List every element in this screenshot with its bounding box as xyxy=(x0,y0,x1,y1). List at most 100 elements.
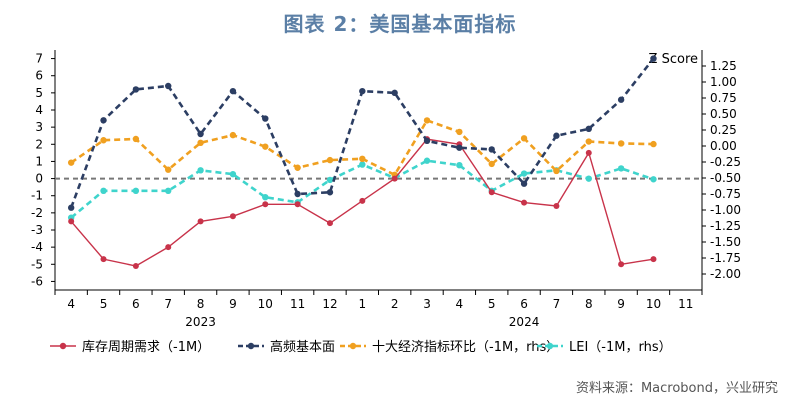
right-tick-label: -0.25 xyxy=(710,155,741,169)
x-tick-label: 5 xyxy=(100,297,108,311)
data-point xyxy=(229,87,237,95)
data-point xyxy=(585,138,592,145)
x-tick-label: 10 xyxy=(258,297,273,311)
data-point xyxy=(521,199,528,206)
left-tick-label: 3 xyxy=(35,120,43,134)
data-point xyxy=(650,140,657,148)
legend-label: 十大经济指标环比（-1M，rhs） xyxy=(372,340,559,355)
legend-swatch-point xyxy=(546,342,554,350)
data-point xyxy=(326,176,334,184)
x-tick-label: 8 xyxy=(585,297,593,311)
right-tick-label: -1.50 xyxy=(710,235,741,249)
x-tick-label: 9 xyxy=(229,297,237,311)
data-point xyxy=(262,194,269,201)
data-point xyxy=(423,137,431,145)
x-tick-label: 7 xyxy=(164,297,172,311)
x-tick-label: 9 xyxy=(617,297,625,311)
right-tick-label: -2.00 xyxy=(710,267,741,281)
data-point xyxy=(359,155,366,162)
left-tick-label: 1 xyxy=(35,154,43,168)
data-point xyxy=(100,117,107,124)
legend-label: LEI（-1M，rhs） xyxy=(569,340,672,355)
x-tick-label: 6 xyxy=(520,297,528,311)
data-point xyxy=(165,244,172,251)
x-tick-label: 7 xyxy=(553,297,561,311)
x-tick-label: 4 xyxy=(456,297,464,311)
x-tick-label: 4 xyxy=(67,297,75,311)
x-tick-label: 12 xyxy=(322,297,337,311)
data-point xyxy=(262,201,269,208)
data-point xyxy=(585,149,592,156)
data-point xyxy=(229,213,236,220)
x-tick-label: 8 xyxy=(197,297,205,311)
data-point xyxy=(617,96,625,103)
data-point xyxy=(359,161,366,168)
series-line xyxy=(69,57,655,209)
legend-swatch-point xyxy=(349,342,357,350)
legend-swatch-point xyxy=(59,342,67,350)
data-point xyxy=(326,156,334,164)
data-point xyxy=(132,263,139,269)
x-tick-label: 11 xyxy=(678,297,693,311)
data-point xyxy=(197,130,204,138)
x-tick-label: 5 xyxy=(488,297,496,311)
data-point xyxy=(520,135,528,142)
left-tick-label: 7 xyxy=(35,52,43,66)
left-tick-label: 4 xyxy=(35,103,43,117)
left-tick-label: -1 xyxy=(31,189,43,203)
right-tick-label: -1.75 xyxy=(710,251,741,265)
data-point xyxy=(132,86,140,93)
left-tick-label: -4 xyxy=(31,240,43,254)
legend-label: 高频基本面 xyxy=(270,339,335,355)
data-point xyxy=(423,117,431,124)
left-tick-label: -6 xyxy=(31,274,43,288)
left-tick-label: 0 xyxy=(35,172,43,186)
x-tick-label: 1 xyxy=(359,297,367,311)
data-point xyxy=(520,170,528,177)
data-point xyxy=(165,82,172,90)
x-tick-label: 6 xyxy=(132,297,140,311)
data-point xyxy=(456,162,463,169)
chart-title: 图表 2：美国基本面指标 xyxy=(283,12,517,36)
data-point xyxy=(650,176,657,183)
right-tick-label: -0.50 xyxy=(710,171,741,185)
data-point xyxy=(650,55,657,62)
right-tick-label: -1.00 xyxy=(710,203,741,217)
data-point xyxy=(326,220,333,227)
left-tick-label: 2 xyxy=(35,137,43,151)
data-point xyxy=(520,180,528,187)
left-tick-label: -5 xyxy=(31,257,43,271)
data-point xyxy=(197,167,204,174)
data-point xyxy=(650,256,657,263)
data-point xyxy=(553,203,560,209)
data-point xyxy=(132,135,140,143)
data-point xyxy=(197,218,204,225)
data-point xyxy=(229,170,237,178)
right-tick-label: 0.25 xyxy=(710,123,737,137)
data-point xyxy=(229,131,237,139)
data-point xyxy=(488,146,495,153)
data-point xyxy=(585,125,592,133)
data-point xyxy=(553,167,560,175)
data-point xyxy=(67,204,75,211)
data-point xyxy=(488,160,495,168)
source-note: 资料来源：Macrobond，兴业研究 xyxy=(576,381,778,396)
data-point xyxy=(262,115,269,122)
left-tick-label: -2 xyxy=(31,206,43,220)
data-point xyxy=(423,157,431,164)
data-point xyxy=(617,165,625,172)
left-tick-label: -3 xyxy=(31,223,43,237)
data-point xyxy=(359,197,366,204)
right-tick-label: -0.75 xyxy=(710,187,741,201)
right-tick-label: 1.00 xyxy=(710,75,737,89)
right-tick-label: 1.25 xyxy=(710,59,737,73)
data-point xyxy=(359,87,366,95)
data-point xyxy=(132,187,140,194)
data-point xyxy=(488,189,495,196)
data-point xyxy=(67,159,75,166)
x-tick-label: 2 xyxy=(391,297,399,311)
data-point xyxy=(391,89,398,97)
right-tick-label: 0.50 xyxy=(710,107,737,121)
data-point xyxy=(100,256,107,263)
